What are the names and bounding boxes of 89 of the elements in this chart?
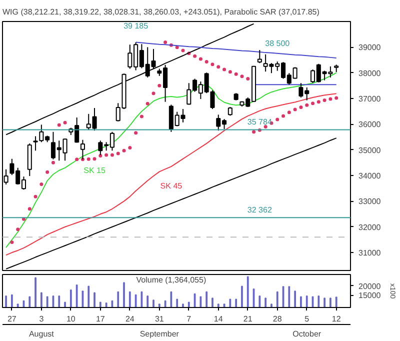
y-tick-label: 35000 [358, 146, 382, 155]
point [146, 102, 150, 106]
series-label: SK 45 [160, 182, 183, 191]
y-tick-label: 31000 [358, 248, 382, 258]
text: September [140, 330, 180, 338]
point [46, 170, 50, 174]
text: October [292, 330, 322, 338]
point [16, 228, 20, 232]
point [116, 152, 120, 156]
point [34, 194, 38, 198]
point [234, 72, 238, 76]
point [293, 108, 297, 112]
point [316, 100, 320, 104]
point [204, 60, 208, 64]
chart-title: Volume (1,364,055) [136, 276, 206, 284]
point [92, 157, 96, 161]
y-tick-label: 38000 [358, 68, 382, 78]
point [164, 40, 168, 44]
point [282, 114, 286, 118]
point [228, 70, 232, 74]
point [104, 153, 108, 157]
line-series [6, 72, 337, 248]
point [75, 158, 79, 162]
point [246, 77, 250, 80]
y-tick-label: 33000 [358, 197, 382, 206]
point [140, 114, 144, 118]
point [322, 98, 326, 102]
x-tick-label: 24 [125, 314, 135, 324]
point [152, 92, 156, 96]
point [311, 102, 314, 106]
x-tick-label: 17 [96, 314, 106, 324]
point [328, 97, 332, 101]
line-series [135, 42, 337, 58]
point [240, 74, 244, 78]
x-tick-label: 12 [332, 314, 342, 324]
point [193, 54, 197, 58]
point [181, 48, 185, 52]
point [252, 130, 256, 134]
x-tick-label: 31 [154, 314, 164, 324]
point [222, 68, 226, 72]
point [122, 148, 126, 152]
candlestick [257, 49, 262, 64]
x-tick-label: 3 [39, 314, 44, 324]
point [210, 62, 214, 66]
x-tick-label: 5 [304, 314, 310, 324]
annotation: 39 185 [124, 21, 149, 30]
ref-line-label: 35 784 [247, 118, 272, 127]
point [334, 96, 338, 100]
point [28, 207, 32, 211]
point [40, 182, 44, 186]
point [134, 131, 138, 135]
point [287, 110, 291, 114]
point [276, 118, 280, 122]
candlestick [80, 139, 85, 160]
x-tick-label: 7 [186, 314, 192, 324]
line-series [6, 93, 337, 256]
point [305, 103, 309, 107]
point [86, 157, 90, 161]
y-tick-label: 32000 [358, 222, 382, 232]
x-tick-label: 10 [66, 314, 76, 324]
point [110, 153, 114, 157]
point [264, 125, 268, 128]
point [63, 120, 67, 124]
candlestick [33, 136, 38, 152]
point [128, 146, 132, 150]
chart-title: WIG (38,212.21, 38,319.22, 38,028.31, 38,260.03, +243.051), Parabolic SAR (37,017.85) [2, 8, 320, 16]
point [299, 105, 303, 109]
x-tick-label: 27 [7, 314, 17, 324]
point [198, 57, 202, 61]
point [57, 123, 61, 127]
annotation: 38 500 [265, 39, 290, 48]
x-tick-label: 14 [214, 314, 224, 324]
point [10, 240, 14, 244]
y-tick-label: 15000 [358, 291, 382, 300]
text: August [28, 330, 55, 338]
series-label: SK 15 [84, 166, 106, 176]
point [216, 65, 220, 69]
y-tick-label: 37000 [358, 94, 382, 104]
point [51, 160, 55, 164]
point [158, 84, 162, 88]
y-tick-label: 20000 [358, 282, 382, 291]
point [22, 217, 26, 221]
y-tick-label: 34000 [358, 172, 382, 181]
x-tick-label: 28 [272, 314, 282, 324]
y-tick-label: 36000 [358, 120, 382, 130]
point [175, 46, 179, 50]
x-tick-label: 21 [243, 314, 253, 324]
y-tick-label: 39000 [358, 43, 382, 52]
ref-line-label: 32 362 [247, 206, 272, 215]
